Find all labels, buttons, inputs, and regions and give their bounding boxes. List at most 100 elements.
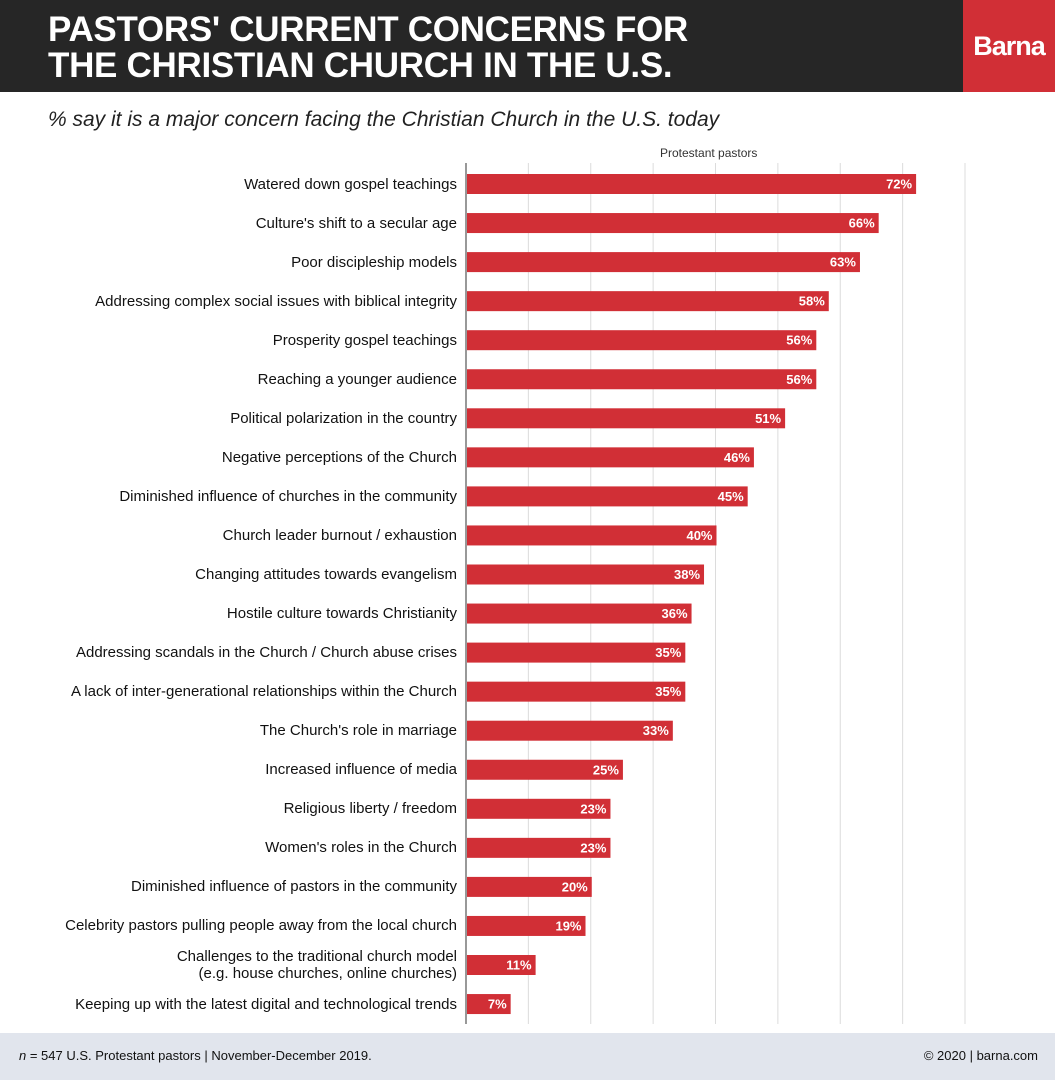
chart-subtitle: % say it is a major concern facing the C…: [48, 108, 720, 131]
bar: [467, 915, 586, 936]
data-label: 35%: [655, 645, 681, 660]
category-label-line: Negative perceptions of the Church: [221, 448, 457, 466]
data-label: 51%: [755, 411, 781, 426]
data-label: 56%: [786, 372, 812, 387]
bar: [467, 876, 592, 897]
category-label-line: Diminished influence of pastors in the c…: [131, 878, 457, 896]
title-line-2: THE CHRISTIAN CHURCH IN THE U.S.: [48, 46, 673, 85]
n-label: n: [19, 1048, 27, 1063]
data-label: 19%: [555, 918, 581, 933]
category-label-line: Political polarization in the country: [230, 409, 457, 427]
category-label-line: Church leader burnout / exhaustion: [222, 526, 457, 544]
category-label: Challenges to the traditional church mod…: [177, 948, 457, 982]
data-label: 35%: [655, 684, 681, 699]
data-label: 58%: [799, 294, 825, 309]
sample-text: = 547 U.S. Protestant pastors | November…: [26, 1048, 372, 1063]
data-label: 11%: [506, 958, 532, 973]
category-label: Hostile culture towards Christianity: [227, 605, 457, 622]
data-label: 72%: [886, 177, 912, 192]
category-label: Negative perceptions of the Church: [222, 449, 457, 466]
category-label-line: Religious liberty / freedom: [283, 800, 457, 818]
bar: [467, 955, 536, 975]
bar: [467, 291, 829, 312]
data-label: 45%: [718, 489, 744, 504]
category-label-line: Reaching a younger audience: [257, 370, 457, 388]
category-label-line: Celebrity pastors pulling people away fr…: [65, 917, 457, 935]
category-label: Changing attitudes towards evangelism: [195, 566, 457, 583]
bar: [467, 525, 717, 546]
bar: [467, 330, 817, 351]
data-label: 23%: [580, 840, 606, 855]
category-label-line: Changing attitudes towards evangelism: [195, 566, 457, 583]
category-label: Women's roles in the Church: [265, 839, 457, 856]
category-label: Increased influence of media: [265, 761, 457, 778]
title-line-1: PASTORS' CURRENT CONCERNS FOR: [48, 10, 689, 49]
category-label-line: Challenges to the traditional church mod…: [176, 948, 457, 965]
bar: [467, 213, 879, 234]
bar: [467, 994, 511, 1015]
category-label: Political polarization in the country: [230, 410, 457, 427]
data-label: 46%: [724, 450, 750, 465]
category-label: Diminished influence of churches in the …: [119, 488, 457, 505]
data-label: 38%: [674, 567, 700, 582]
category-label: Addressing complex social issues with bi…: [95, 293, 457, 310]
bar: [467, 603, 692, 624]
bar: [467, 642, 686, 663]
category-label-line: Poor discipleship models: [291, 253, 457, 271]
bar: [467, 759, 623, 780]
category-label: Culture's shift to a secular age: [256, 215, 457, 232]
sample-note: n = 547 U.S. Protestant pastors | Novemb…: [19, 1048, 372, 1063]
bar: [467, 447, 754, 468]
data-label: 63%: [830, 255, 856, 270]
bar: [467, 174, 917, 194]
bar: [467, 798, 611, 819]
category-label: Celebrity pastors pulling people away fr…: [65, 917, 457, 934]
category-label-line: Diminished influence of churches in the …: [119, 487, 457, 505]
category-label-line: Culture's shift to a secular age: [255, 214, 457, 232]
category-label: Addressing scandals in the Church / Chur…: [76, 644, 457, 661]
data-label: 7%: [488, 997, 507, 1012]
chart-title: PASTORS' CURRENT CONCERNS FOR THE CHRIST…: [48, 12, 688, 84]
category-label: Keeping up with the latest digital and t…: [75, 996, 457, 1013]
bar: [467, 681, 686, 702]
category-label-line: Watered down gospel teachings: [244, 175, 457, 193]
bar: [467, 720, 673, 741]
category-label: Church leader burnout / exhaustion: [223, 527, 457, 544]
series-label: Protestant pastors: [660, 146, 758, 160]
category-label: Reaching a younger audience: [258, 371, 457, 388]
category-label-line: Hostile culture towards Christianity: [226, 605, 457, 623]
bar: [467, 837, 611, 858]
category-label-line: Addressing scandals in the Church / Chur…: [75, 644, 457, 662]
category-label: Religious liberty / freedom: [284, 800, 457, 817]
bar: [467, 408, 786, 429]
category-label: The Church's role in marriage: [260, 722, 457, 739]
data-label: 56%: [786, 333, 812, 348]
category-label-line: Addressing complex social issues with bi…: [95, 292, 457, 310]
category-label-line: Prosperity gospel teachings: [272, 331, 457, 349]
category-label: A lack of inter-generational relationshi…: [71, 683, 457, 700]
bar-chart: 72% 66% 63% 58% 56% 56% 51% 46% 45% 40% 38% 36% 35% 3…: [465, 163, 966, 1024]
data-label: 66%: [849, 216, 875, 231]
bar: [467, 486, 748, 507]
copyright: © 2020 | barna.com: [923, 1048, 1038, 1063]
data-label: 23%: [580, 801, 606, 816]
category-label-line: Keeping up with the latest digital and t…: [75, 995, 457, 1013]
category-label: Prosperity gospel teachings: [273, 332, 457, 349]
category-label: Poor discipleship models: [291, 254, 457, 271]
barna-logo: Barna: [963, 0, 1055, 92]
bar: [467, 252, 860, 273]
footer: n = 547 U.S. Protestant pastors | Novemb…: [0, 1033, 1055, 1080]
category-label-line: Women's roles in the Church: [265, 839, 457, 857]
bar: [467, 369, 817, 390]
category-label: Diminished influence of pastors in the c…: [131, 878, 457, 895]
data-label: 36%: [662, 606, 688, 621]
category-label-line: A lack of inter-generational relationshi…: [70, 683, 457, 701]
category-label: Watered down gospel teachings: [244, 176, 457, 193]
data-label: 33%: [643, 723, 669, 738]
category-label-line: The Church's role in marriage: [259, 722, 457, 740]
category-label-line: Increased influence of media: [265, 761, 457, 779]
data-label: 25%: [593, 762, 619, 777]
data-label: 20%: [562, 879, 588, 894]
bar: [467, 564, 705, 585]
header-bar: PASTORS' CURRENT CONCERNS FOR THE CHRIST…: [0, 0, 963, 92]
